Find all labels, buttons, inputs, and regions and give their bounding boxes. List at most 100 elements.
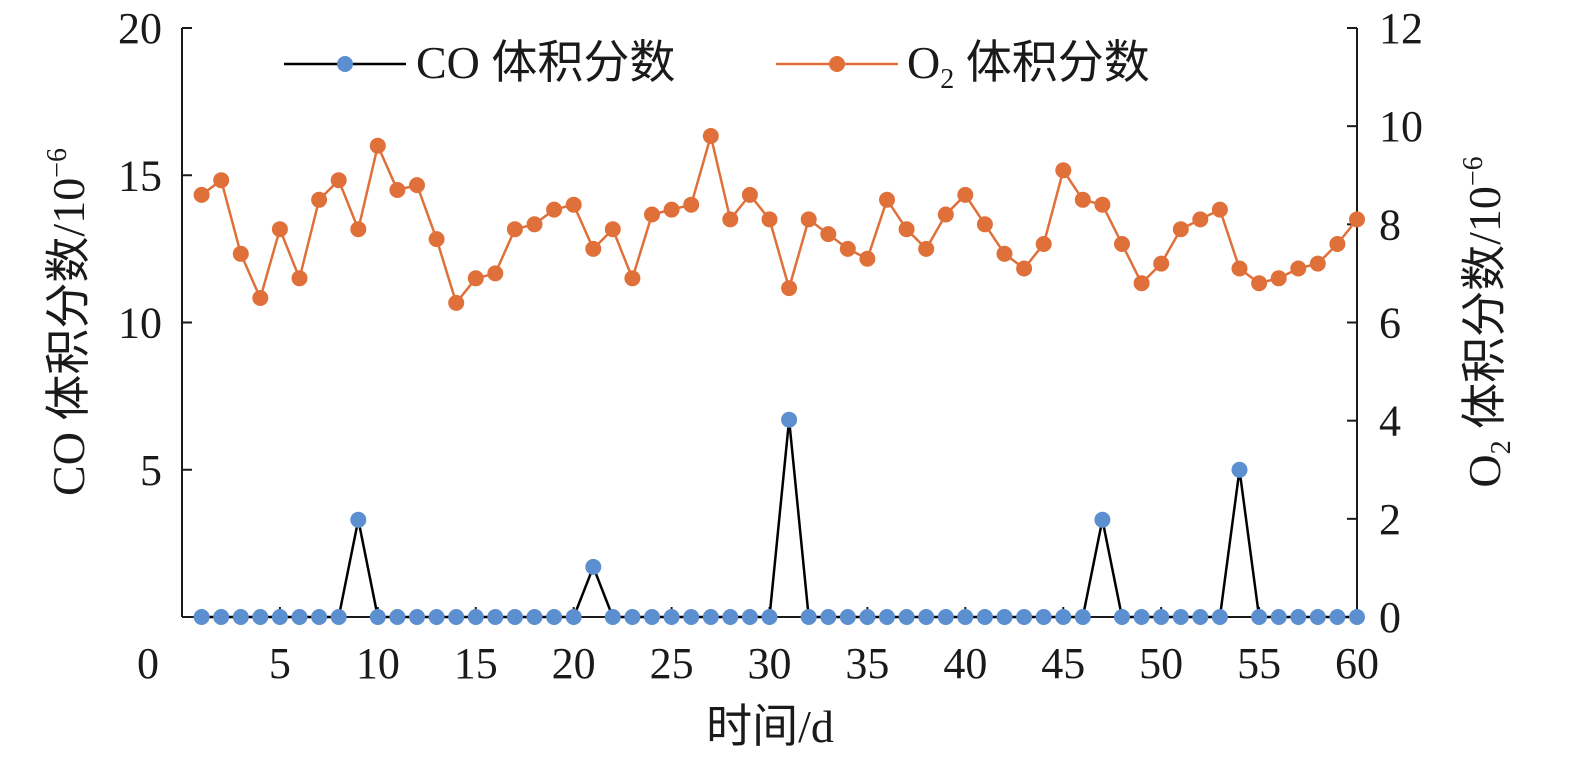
co-point bbox=[1035, 609, 1052, 625]
right-axis-title-sup: −6 bbox=[1458, 156, 1489, 186]
o2-point bbox=[526, 216, 543, 233]
right-axis-title-main: O bbox=[1459, 454, 1510, 487]
co-point bbox=[702, 609, 719, 625]
co-point bbox=[506, 609, 523, 625]
left-axis-title-sup: −6 bbox=[42, 148, 73, 178]
o2-point bbox=[1290, 260, 1307, 277]
co-point bbox=[1270, 609, 1287, 625]
x-tick-label: 30 bbox=[748, 639, 792, 688]
x-tick-label: 20 bbox=[552, 639, 596, 688]
legend-o2-sub: 2 bbox=[940, 64, 954, 95]
o2-point bbox=[644, 206, 660, 223]
o2-point bbox=[702, 128, 719, 144]
co-point bbox=[781, 411, 798, 428]
co-point bbox=[1349, 609, 1365, 625]
o2-point bbox=[663, 201, 680, 218]
co-point bbox=[546, 609, 563, 625]
left-axis-title-main: CO 体积分数/10 bbox=[43, 178, 94, 496]
o2-point bbox=[506, 221, 523, 238]
co-point bbox=[663, 609, 680, 625]
o2-point bbox=[232, 245, 249, 262]
co-point bbox=[1329, 609, 1346, 625]
o2-point bbox=[722, 211, 739, 228]
o2-point bbox=[996, 245, 1013, 262]
o2-point bbox=[918, 240, 935, 257]
co-point bbox=[291, 609, 308, 625]
right-tick-label: 6 bbox=[1379, 299, 1401, 348]
o2-point bbox=[1309, 255, 1326, 272]
o2-point bbox=[193, 186, 210, 203]
o2-point bbox=[859, 250, 876, 267]
plot-frame bbox=[181, 28, 1358, 618]
o2-point bbox=[213, 172, 230, 189]
o2-point bbox=[565, 196, 582, 213]
co-point bbox=[898, 609, 915, 625]
x-tick-label: 35 bbox=[845, 639, 889, 688]
x-tick-label: 45 bbox=[1041, 639, 1085, 688]
o2-point bbox=[252, 290, 269, 306]
o2-point bbox=[957, 186, 974, 203]
legend-o2-rest: 体积分数 bbox=[954, 37, 1150, 88]
co-point bbox=[918, 609, 935, 625]
co-point bbox=[1114, 609, 1130, 625]
o2-point bbox=[839, 240, 856, 257]
o2-point bbox=[291, 270, 308, 287]
legend: CO 体积分数 O2 体积分数 bbox=[284, 37, 1150, 95]
co-point bbox=[1055, 609, 1072, 625]
co-point bbox=[428, 609, 445, 625]
o2-point bbox=[1074, 191, 1091, 208]
legend-o2-label: O2 体积分数 bbox=[907, 37, 1150, 95]
o2-point bbox=[1055, 162, 1072, 179]
right-axis-title: O2 体积分数/10−6 bbox=[1458, 156, 1517, 487]
o2-point bbox=[1211, 201, 1228, 218]
co-point bbox=[565, 609, 582, 625]
co-point bbox=[1290, 609, 1307, 625]
right-axis-title-rest: 体积分数/10 bbox=[1459, 186, 1510, 440]
o2-point bbox=[1231, 260, 1248, 277]
co-point bbox=[448, 609, 465, 625]
co-point bbox=[389, 609, 406, 625]
o2-point bbox=[585, 240, 602, 257]
o2-point bbox=[741, 186, 758, 203]
left-axis-ticks: 5 10 15 20 bbox=[118, 4, 192, 495]
o2-point bbox=[487, 265, 504, 282]
right-axis-ticks: 0 2 4 6 8 10 12 bbox=[1347, 4, 1423, 642]
o2-point bbox=[389, 182, 406, 198]
co-point bbox=[604, 609, 621, 625]
co-point bbox=[409, 609, 425, 625]
o2-point bbox=[1153, 255, 1170, 272]
co-point bbox=[624, 609, 641, 625]
co-point bbox=[271, 609, 288, 625]
right-tick-label: 2 bbox=[1379, 495, 1401, 544]
co-point bbox=[1016, 609, 1033, 625]
co-point bbox=[937, 609, 954, 625]
o2-point bbox=[1192, 211, 1209, 228]
o2-point bbox=[781, 280, 798, 297]
co-point bbox=[526, 609, 543, 625]
o2-point bbox=[448, 294, 465, 311]
co-point bbox=[1192, 609, 1209, 625]
right-tick-label: 8 bbox=[1379, 200, 1401, 249]
co-point bbox=[820, 609, 837, 625]
co-point bbox=[585, 558, 602, 575]
o2-point bbox=[467, 270, 484, 287]
co-point bbox=[252, 609, 269, 625]
co-point bbox=[741, 609, 758, 625]
co-point bbox=[1231, 461, 1248, 478]
o2-point bbox=[350, 221, 367, 238]
x-tick-label: 40 bbox=[943, 639, 987, 688]
co-point bbox=[1251, 609, 1268, 625]
o2-point bbox=[800, 211, 817, 228]
x-tick-label: 25 bbox=[650, 639, 694, 688]
o2-point bbox=[1133, 275, 1150, 292]
x-axis-title: 时间/d bbox=[706, 701, 834, 752]
o2-point bbox=[937, 206, 954, 223]
co-point bbox=[957, 609, 974, 625]
o2-point bbox=[1251, 275, 1268, 292]
o2-point bbox=[761, 211, 778, 228]
co-point bbox=[683, 609, 700, 625]
co-point bbox=[311, 609, 328, 625]
co-series bbox=[193, 411, 1365, 625]
x-tick-label: 15 bbox=[454, 639, 498, 688]
co-point bbox=[879, 609, 895, 625]
